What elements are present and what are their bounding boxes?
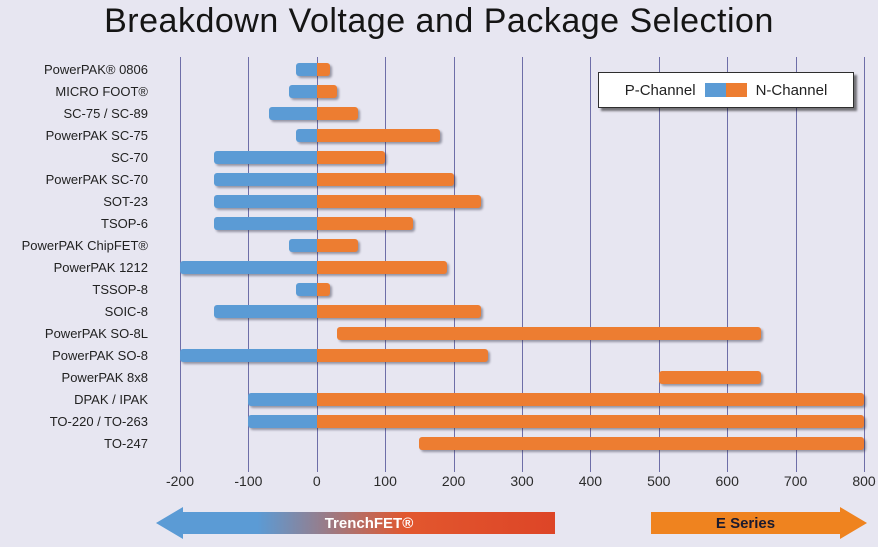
p-channel-bar — [289, 85, 317, 98]
x-tick-label: -200 — [165, 473, 195, 489]
p-channel-bar — [214, 151, 317, 164]
n-channel-bar — [337, 327, 762, 340]
n-channel-bar — [316, 349, 488, 362]
trenchfet-arrow: TrenchFET® — [183, 512, 555, 534]
n-channel-swatch — [725, 83, 747, 97]
x-tick-label: 600 — [715, 473, 739, 489]
category-label: SOIC-8 — [104, 304, 148, 319]
gridline — [864, 57, 865, 472]
gridline — [590, 57, 592, 472]
n-channel-bar — [419, 437, 864, 450]
p-channel-bar — [214, 305, 317, 318]
trenchfet-arrowhead-icon — [156, 507, 183, 539]
n-channel-bar — [316, 63, 331, 76]
legend-swatches — [704, 83, 747, 97]
n-channel-bar — [316, 129, 440, 142]
category-label: PowerPAK SC-70 — [45, 172, 148, 187]
n-channel-bar — [316, 393, 864, 406]
p-channel-bar — [248, 415, 317, 428]
trenchfet-label: TrenchFET® — [324, 514, 414, 532]
p-channel-bar — [180, 261, 317, 274]
p-channel-bar — [214, 173, 317, 186]
legend-n-channel-label: N-Channel — [755, 81, 828, 99]
gridline — [727, 57, 729, 472]
category-label: TO-220 / TO-263 — [49, 414, 148, 429]
n-channel-bar — [316, 151, 386, 164]
category-label: PowerPAK 1212 — [53, 260, 148, 275]
p-channel-bar — [289, 239, 317, 252]
n-channel-bar — [316, 415, 864, 428]
n-channel-bar — [316, 85, 338, 98]
category-label: PowerPAK SO-8L — [44, 326, 148, 341]
x-tick-label: 0 — [312, 473, 321, 489]
p-channel-swatch — [704, 83, 726, 97]
category-label: PowerPAK SC-75 — [45, 128, 148, 143]
category-label: PowerPAK 8x8 — [61, 370, 148, 385]
category-label: MICRO FOOT® — [55, 84, 148, 99]
n-channel-bar — [316, 239, 358, 252]
p-channel-bar — [296, 63, 317, 76]
p-channel-bar — [296, 283, 317, 296]
n-channel-bar — [316, 107, 358, 120]
n-channel-bar — [316, 283, 331, 296]
p-channel-bar — [180, 349, 317, 362]
x-tick-label: 300 — [510, 473, 534, 489]
n-channel-bar — [316, 217, 413, 230]
n-channel-bar — [316, 173, 454, 186]
p-channel-bar — [214, 195, 317, 208]
legend-p-channel-label: P-Channel — [624, 81, 696, 99]
eseries-arrow: E Series — [651, 512, 840, 534]
category-label: SOT-23 — [103, 194, 148, 209]
n-channel-bar — [658, 371, 762, 384]
p-channel-bar — [248, 393, 317, 406]
gridline — [453, 57, 455, 472]
x-tick-label: 200 — [441, 473, 466, 489]
category-label: PowerPAK® 0806 — [43, 62, 148, 77]
gridline — [522, 57, 523, 472]
legend: P-Channel N-Channel — [598, 72, 854, 108]
x-tick-label: 800 — [852, 473, 876, 489]
n-channel-bar — [316, 305, 481, 318]
gridline — [795, 57, 797, 472]
category-label: DPAK / IPAK — [74, 392, 148, 407]
n-channel-bar — [316, 195, 481, 208]
p-channel-bar — [214, 217, 317, 230]
eseries-label: E Series — [715, 514, 776, 532]
x-tick-label: 100 — [373, 473, 397, 489]
category-label: PowerPAK ChipFET® — [21, 238, 148, 253]
x-tick-label: 400 — [578, 473, 603, 489]
category-label: SC-75 / SC-89 — [63, 106, 148, 121]
page-title: Breakdown Voltage and Package Selection — [104, 2, 774, 40]
category-label: TO-247 — [104, 436, 148, 451]
p-channel-bar — [268, 107, 317, 120]
eseries-arrowhead-icon — [840, 507, 867, 539]
category-label: PowerPAK SO-8 — [52, 348, 148, 363]
x-tick-label: 700 — [783, 473, 808, 489]
x-tick-label: 500 — [647, 473, 671, 489]
n-channel-bar — [316, 261, 447, 274]
category-label: TSOP-6 — [101, 216, 148, 231]
category-label: TSSOP-8 — [92, 282, 148, 297]
category-label: SC-70 — [111, 150, 148, 165]
p-channel-bar — [296, 129, 317, 142]
x-tick-label: -100 — [234, 473, 263, 489]
gridline — [658, 57, 660, 472]
